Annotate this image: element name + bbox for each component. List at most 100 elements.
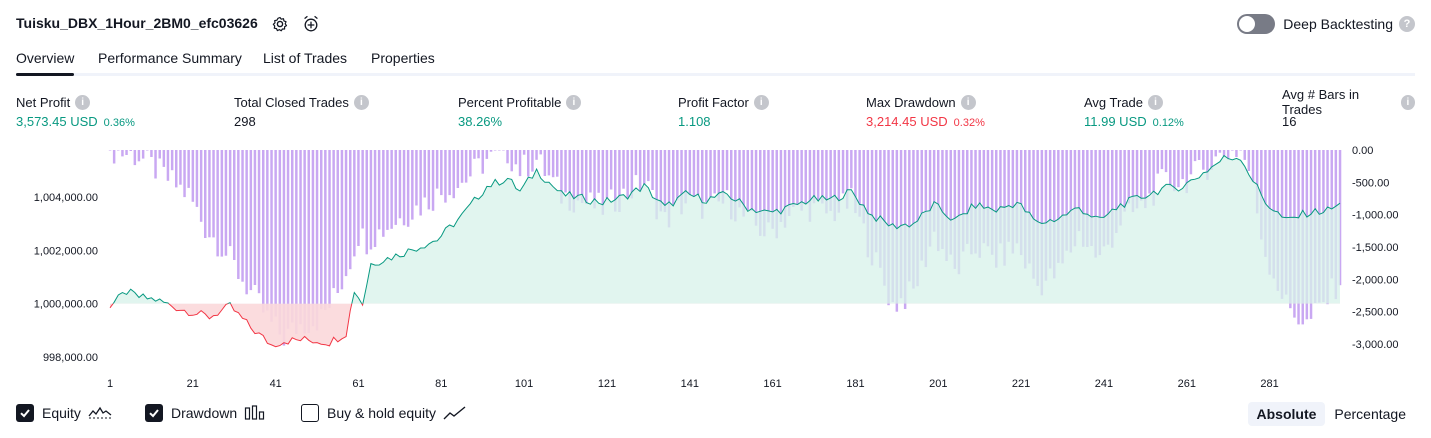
drawdown-bar bbox=[170, 150, 174, 171]
drawdown-bar bbox=[854, 150, 857, 214]
drawdown-bar bbox=[1193, 150, 1197, 162]
drawdown-bar bbox=[866, 150, 870, 258]
drawdown-bar bbox=[510, 150, 513, 172]
alarm-clock-add-icon[interactable] bbox=[300, 13, 322, 35]
drawdown-bar bbox=[481, 150, 484, 174]
checkbox-unchecked-icon[interactable] bbox=[301, 404, 319, 422]
drawdown-bar bbox=[377, 150, 381, 230]
equity-profit-area bbox=[113, 155, 1340, 304]
trade-tick-label: 61 bbox=[352, 378, 364, 390]
drawdown-bar bbox=[618, 150, 621, 212]
stat-label: Avg Trade bbox=[1084, 94, 1144, 110]
drawdown-bar bbox=[270, 150, 273, 322]
drawdown-bar bbox=[266, 150, 269, 311]
info-icon[interactable]: i bbox=[566, 94, 582, 110]
absolute-button[interactable]: Absolute bbox=[1247, 402, 1326, 426]
drawdown-bar bbox=[249, 150, 253, 291]
drawdown-bar bbox=[982, 150, 986, 244]
drawdown-bar bbox=[237, 150, 240, 279]
drawdown-bar bbox=[841, 150, 845, 194]
drawdown-bar bbox=[506, 150, 509, 164]
drawdown-bar bbox=[489, 150, 493, 152]
drawdown-bar bbox=[257, 150, 261, 294]
info-icon[interactable]: i bbox=[353, 94, 369, 110]
drawdown-bar bbox=[1202, 150, 1205, 170]
checkbox-checked-icon[interactable] bbox=[145, 404, 163, 422]
legend-drawdown[interactable]: Drawdown bbox=[145, 404, 266, 422]
drawdown-bar bbox=[1069, 150, 1073, 253]
info-icon[interactable]: i bbox=[753, 94, 769, 110]
drawdown-bar bbox=[1169, 150, 1172, 187]
drawdown-bar bbox=[1065, 150, 1068, 251]
legend-buy-hold-equity[interactable]: Buy & hold equity bbox=[301, 404, 467, 422]
report-header: Tuisku_DBX_1Hour_2BM0_efc03626 Deep Back… bbox=[16, 12, 1415, 36]
drawdown-bar bbox=[1040, 150, 1044, 296]
checkbox-checked-icon[interactable] bbox=[16, 404, 34, 422]
drawdown-bar bbox=[883, 150, 886, 286]
trade-tick-label: 141 bbox=[681, 378, 699, 390]
tab-properties[interactable]: Properties bbox=[371, 50, 435, 66]
drawdown-bar bbox=[262, 150, 265, 313]
drawdown-bar bbox=[514, 150, 518, 165]
drawdown-bar bbox=[1061, 150, 1064, 264]
trade-tick-label: 81 bbox=[435, 378, 447, 390]
stat-avg-bars-in-trades: Avg # Bars in Trades i 16 bbox=[1282, 87, 1415, 129]
stat-max-drawdown: Max Drawdown i 3,214.45 USD 0.32% bbox=[866, 94, 985, 129]
trade-tick-label: 41 bbox=[270, 378, 282, 390]
drawdown-bar bbox=[568, 150, 571, 211]
help-icon[interactable]: ? bbox=[1399, 16, 1415, 32]
deep-backtesting-toggle[interactable] bbox=[1237, 14, 1276, 34]
drawdown-bar bbox=[303, 150, 306, 334]
toggle-knob bbox=[1239, 16, 1256, 32]
stat-label: Profit Factor bbox=[678, 94, 749, 110]
drawdown-bar bbox=[1115, 150, 1118, 233]
tab-list-of-trades[interactable]: List of Trades bbox=[263, 50, 348, 66]
info-icon[interactable]: i bbox=[75, 94, 91, 110]
info-icon[interactable]: i bbox=[960, 94, 976, 110]
drawdown-bar bbox=[1044, 150, 1048, 281]
drawdown-bar bbox=[1243, 150, 1246, 160]
drawdown-axis-labels: 0.00 -500.00 -1,000.00 -1,500.00 -2,000.00 -2… bbox=[1352, 145, 1398, 351]
trade-tick-label: 201 bbox=[929, 378, 947, 390]
drawdown-bar bbox=[498, 150, 501, 151]
gear-icon[interactable] bbox=[269, 13, 291, 35]
stat-percent: 0.12% bbox=[1152, 117, 1184, 129]
equity-tick-label: 1,002,000.00 bbox=[34, 245, 98, 257]
stat-amount: 11.99 USD bbox=[1084, 114, 1147, 129]
drawdown-bar bbox=[1011, 150, 1015, 254]
drawdown-bar bbox=[941, 150, 944, 249]
legend-label: Equity bbox=[42, 405, 81, 421]
drawdown-bar bbox=[746, 150, 749, 210]
drawdown-bar bbox=[1098, 150, 1102, 256]
drawdown-bar bbox=[1102, 150, 1106, 247]
drawdown-bar bbox=[282, 150, 286, 346]
equity-line bbox=[112, 154, 1341, 304]
legend-equity[interactable]: Equity bbox=[16, 404, 112, 422]
drawdown-bar bbox=[647, 150, 650, 182]
stat-label: Net Profit bbox=[16, 94, 71, 110]
drawdown-bar bbox=[539, 150, 542, 155]
info-icon[interactable]: i bbox=[1148, 94, 1164, 110]
stat-value: 298 bbox=[234, 114, 369, 129]
drawdown-bar bbox=[949, 150, 952, 255]
tab-overview[interactable]: Overview bbox=[16, 50, 75, 76]
display-mode-switch: Absolute Percentage bbox=[1247, 402, 1416, 426]
drawdown-bar bbox=[1156, 150, 1159, 174]
drawdown-bar bbox=[1144, 150, 1147, 209]
legend-label: Buy & hold equity bbox=[327, 405, 436, 421]
drawdown-bar bbox=[870, 150, 874, 266]
drawdown-bar bbox=[576, 150, 580, 201]
equity-drawdown-chart[interactable]: 998,000.00 1,000,000.00 1,002,000.00 1,004,… bbox=[0, 140, 1431, 390]
drawdown-bar bbox=[1164, 150, 1168, 173]
percentage-button[interactable]: Percentage bbox=[1334, 406, 1406, 422]
drawdown-bar bbox=[928, 150, 932, 247]
tab-performance-summary[interactable]: Performance Summary bbox=[98, 50, 242, 66]
drawdown-bar bbox=[295, 150, 298, 334]
stat-percent: 0.32% bbox=[953, 117, 985, 129]
info-icon[interactable]: i bbox=[1400, 94, 1415, 110]
drawdown-bar bbox=[154, 150, 157, 179]
drawdown-bar bbox=[659, 150, 663, 212]
drawdown-tick-label: 0.00 bbox=[1352, 145, 1373, 157]
drawdown-bar bbox=[353, 150, 356, 257]
drawdown-bar bbox=[676, 150, 679, 201]
